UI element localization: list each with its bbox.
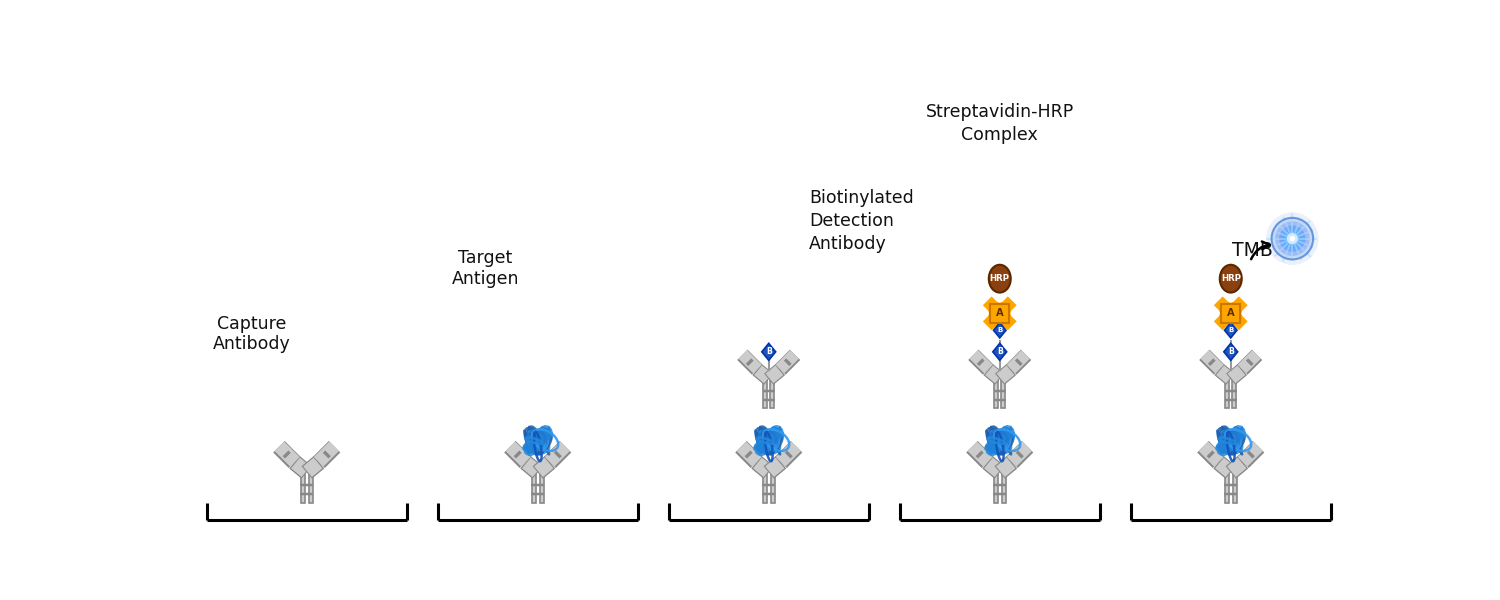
Text: B: B (998, 347, 1002, 356)
Text: B: B (766, 347, 771, 356)
Circle shape (1287, 233, 1298, 244)
FancyBboxPatch shape (994, 472, 998, 503)
Ellipse shape (1220, 265, 1242, 293)
Circle shape (1275, 221, 1310, 256)
Circle shape (1270, 217, 1314, 260)
FancyBboxPatch shape (764, 379, 766, 409)
Circle shape (1282, 229, 1302, 248)
FancyBboxPatch shape (990, 304, 1010, 323)
FancyBboxPatch shape (771, 379, 774, 409)
Polygon shape (1224, 343, 1238, 360)
Text: Streptavidin-HRP: Streptavidin-HRP (926, 103, 1074, 121)
Ellipse shape (988, 265, 1011, 293)
Circle shape (1286, 232, 1299, 245)
FancyBboxPatch shape (764, 472, 766, 503)
FancyBboxPatch shape (309, 472, 312, 503)
FancyBboxPatch shape (540, 472, 543, 503)
Text: B: B (1228, 347, 1233, 356)
Text: Antigen: Antigen (452, 270, 519, 288)
FancyBboxPatch shape (1226, 379, 1228, 409)
Text: HRP: HRP (990, 274, 1010, 283)
Text: Complex: Complex (962, 126, 1038, 144)
Text: Antibody: Antibody (213, 335, 290, 353)
FancyBboxPatch shape (1233, 472, 1236, 503)
FancyBboxPatch shape (1233, 379, 1236, 409)
Text: A: A (1227, 308, 1234, 319)
Polygon shape (993, 343, 1006, 360)
Text: B: B (1228, 327, 1233, 333)
Text: TMB: TMB (1233, 241, 1274, 260)
FancyBboxPatch shape (1221, 304, 1240, 323)
Text: Target: Target (459, 249, 513, 267)
FancyBboxPatch shape (1002, 379, 1005, 409)
FancyBboxPatch shape (1002, 472, 1005, 503)
Polygon shape (1224, 323, 1238, 338)
Text: Biotinylated: Biotinylated (808, 189, 913, 207)
FancyBboxPatch shape (1226, 472, 1228, 503)
FancyBboxPatch shape (532, 472, 536, 503)
Text: A: A (996, 308, 1004, 319)
Text: Capture: Capture (216, 314, 286, 332)
Circle shape (1266, 212, 1318, 265)
FancyBboxPatch shape (994, 379, 998, 409)
Polygon shape (762, 343, 776, 360)
Polygon shape (993, 323, 1006, 338)
Text: Detection: Detection (808, 212, 894, 230)
Circle shape (1280, 226, 1305, 252)
FancyBboxPatch shape (302, 472, 304, 503)
Text: Antibody: Antibody (808, 235, 886, 253)
Circle shape (1290, 236, 1294, 241)
Text: HRP: HRP (1221, 274, 1240, 283)
Text: B: B (998, 327, 1002, 333)
FancyBboxPatch shape (771, 472, 774, 503)
